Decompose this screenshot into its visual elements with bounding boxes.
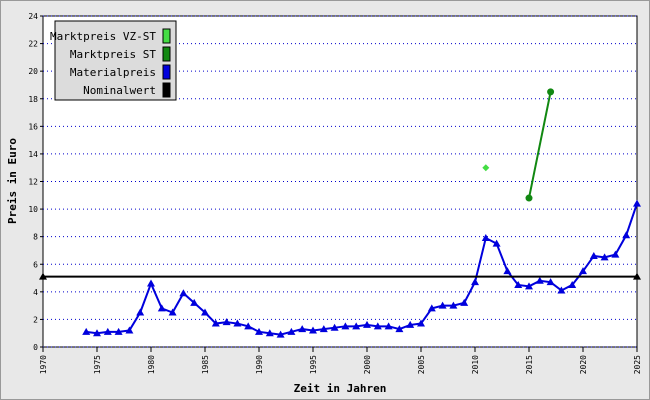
- point: [319, 325, 328, 333]
- point: [535, 276, 544, 284]
- y-tick-label: 14: [28, 150, 38, 159]
- legend-label: Marktpreis ST: [70, 48, 156, 61]
- point: [471, 278, 479, 286]
- y-tick-label: 0: [33, 343, 38, 352]
- point: [233, 319, 242, 327]
- point: [547, 88, 555, 96]
- point: [265, 329, 274, 337]
- legend: Marktpreis VZ-ST Marktpreis ST Materialpre…: [50, 20, 177, 101]
- x-tick-label: 1995: [309, 355, 318, 374]
- point: [39, 272, 47, 280]
- point: [568, 280, 577, 288]
- line: [86, 203, 638, 336]
- x-tick-label: 2020: [579, 355, 588, 374]
- point: [633, 199, 641, 207]
- point: [179, 289, 188, 297]
- x-tick-label: 2015: [525, 355, 534, 374]
- point: [395, 325, 404, 333]
- point: [384, 322, 393, 330]
- point: [406, 320, 415, 328]
- point: [449, 301, 458, 309]
- point: [363, 320, 371, 328]
- x-axis-label: Zeit in Jahren: [294, 382, 387, 395]
- point: [82, 327, 91, 335]
- x-tick-label: 1975: [93, 355, 102, 374]
- y-tick-label: 10: [28, 205, 38, 214]
- line: [528, 91, 552, 199]
- point: [557, 286, 566, 294]
- point: [125, 326, 134, 334]
- x-tick-label: 1990: [255, 355, 264, 374]
- y-tick-label: 22: [28, 40, 38, 49]
- point: [427, 304, 436, 312]
- point: [492, 239, 501, 247]
- legend-label: Materialpreis: [70, 66, 156, 79]
- point: [633, 272, 641, 280]
- x-tick-label: 1970: [39, 355, 48, 374]
- y-tick-label: 8: [33, 233, 38, 242]
- y-tick-label: 18: [28, 95, 38, 104]
- point: [600, 253, 609, 261]
- point: [190, 298, 199, 306]
- point: [103, 327, 112, 335]
- point: [460, 298, 469, 306]
- point: [287, 327, 296, 335]
- point: [514, 280, 523, 288]
- legend-swatch: [162, 82, 171, 98]
- point: [201, 308, 209, 316]
- y-tick-label: 20: [28, 67, 38, 76]
- point: [579, 267, 587, 275]
- point: [211, 319, 220, 327]
- point: [417, 319, 425, 327]
- point: [352, 322, 361, 330]
- point: [298, 325, 307, 333]
- point: [622, 231, 631, 239]
- point: [168, 308, 177, 316]
- point: [309, 326, 317, 334]
- y-tick-label: 2: [33, 315, 38, 324]
- point: [244, 322, 253, 330]
- legend-swatch: [162, 28, 171, 44]
- point: [546, 278, 555, 286]
- y-tick-label: 16: [28, 122, 38, 131]
- y-tick-label: 4: [33, 288, 38, 297]
- point: [481, 234, 490, 242]
- x-tick-label: 1980: [147, 355, 156, 374]
- y-axis-label: Preis in Euro: [6, 138, 19, 224]
- x-tick-label: 2000: [363, 355, 372, 374]
- legend-label: Nominalwert: [83, 84, 156, 97]
- y-tick-label: 6: [33, 260, 38, 269]
- x-tick-label: 2025: [633, 355, 642, 374]
- point: [373, 322, 382, 330]
- legend-box: [54, 20, 177, 101]
- point: [438, 301, 447, 309]
- point: [222, 318, 231, 326]
- point: [255, 327, 263, 335]
- legend-swatch: [162, 46, 171, 62]
- point: [147, 279, 155, 287]
- point: [136, 308, 145, 316]
- point: [503, 267, 512, 275]
- point: [157, 304, 166, 312]
- y-tick-label: 12: [28, 178, 38, 187]
- point: [611, 250, 620, 258]
- y-tick-label: 24: [28, 12, 38, 21]
- point: [589, 251, 598, 259]
- legend-label: Marktpreis VZ-ST: [50, 30, 156, 43]
- point: [482, 164, 490, 172]
- point: [525, 282, 533, 290]
- x-tick-label: 1985: [201, 355, 210, 374]
- x-tick-label: 2010: [471, 355, 480, 374]
- point: [525, 194, 533, 202]
- point: [93, 329, 101, 337]
- point: [114, 327, 123, 335]
- x-tick-label: 2005: [417, 355, 426, 374]
- legend-swatch: [162, 64, 171, 80]
- point: [330, 323, 339, 331]
- point: [276, 330, 285, 338]
- point: [341, 322, 350, 330]
